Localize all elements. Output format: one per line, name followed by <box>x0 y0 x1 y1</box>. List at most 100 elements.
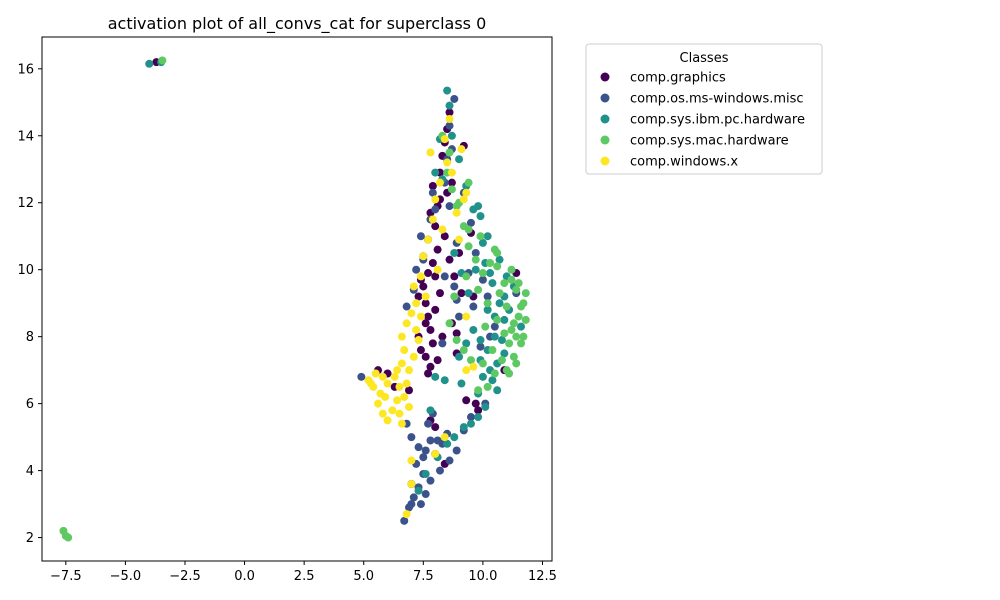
point-1-7 <box>426 436 435 445</box>
x-tick-label: 10.0 <box>468 569 497 584</box>
point-2-22 <box>474 413 483 422</box>
point-2-23 <box>466 419 475 428</box>
point-3-56 <box>478 359 487 368</box>
point-3-24 <box>464 225 473 234</box>
point-4-28 <box>416 272 425 281</box>
point-4-44 <box>462 312 471 321</box>
point-0-38 <box>471 399 480 408</box>
point-4-57 <box>447 168 456 177</box>
point-3-37 <box>466 356 475 365</box>
point-3-13 <box>493 262 502 271</box>
point-4-24 <box>400 392 409 401</box>
point-3-51 <box>464 178 473 187</box>
point-2-41 <box>450 248 459 257</box>
point-4-8 <box>395 382 404 391</box>
point-4-14 <box>400 346 409 355</box>
legend-marker <box>600 93 610 103</box>
point-4-55 <box>366 379 375 388</box>
point-4-17 <box>407 309 416 318</box>
point-4-20 <box>414 336 423 345</box>
point-3-47 <box>514 279 523 288</box>
point-0-14 <box>431 222 440 231</box>
point-2-50 <box>517 322 526 331</box>
point-3-33 <box>497 356 506 365</box>
point-3-46 <box>495 289 504 298</box>
point-3-28 <box>500 329 509 338</box>
point-1-13 <box>407 433 416 442</box>
point-2-2 <box>443 86 452 95</box>
point-1-24 <box>450 94 459 103</box>
legend-marker <box>600 72 610 82</box>
legend-label: comp.sys.ibm.pc.hardware <box>630 113 805 128</box>
point-0-33 <box>450 272 459 281</box>
point-3-15 <box>486 259 495 268</box>
point-3-58 <box>505 369 514 378</box>
point-2-12 <box>495 299 504 308</box>
point-2-9 <box>483 232 492 241</box>
point-0-34 <box>457 289 466 298</box>
chart-title: activation plot of all_convs_cat for sup… <box>108 14 487 34</box>
point-1-14 <box>357 372 366 381</box>
point-4-26 <box>397 419 406 428</box>
point-4-47 <box>407 456 416 465</box>
point-0-36 <box>447 178 456 187</box>
point-4-54 <box>381 392 390 401</box>
point-0-52 <box>452 329 461 338</box>
point-0-4 <box>426 325 435 334</box>
x-tick-label: −7.5 <box>50 569 82 584</box>
point-4-51 <box>440 433 449 442</box>
point-4-50 <box>431 449 440 458</box>
point-0-6 <box>421 352 430 361</box>
point-1-39 <box>435 466 444 475</box>
point-4-48 <box>407 479 416 488</box>
point-4-41 <box>421 292 430 301</box>
point-4-49 <box>402 510 411 519</box>
point-1-40 <box>421 490 430 499</box>
point-1-47 <box>419 453 428 462</box>
point-0-26 <box>431 305 440 314</box>
point-3-26 <box>483 299 492 308</box>
x-tick-label: 12.5 <box>528 569 557 584</box>
point-1-51 <box>445 202 454 211</box>
point-1-45 <box>412 265 421 274</box>
y-tick-label: 16 <box>17 62 34 77</box>
point-3-27 <box>493 315 502 324</box>
point-0-46 <box>424 269 433 278</box>
point-0-27 <box>421 319 430 328</box>
point-3-39 <box>452 336 461 345</box>
point-3-2 <box>61 531 70 540</box>
point-3-49 <box>445 148 454 157</box>
point-4-3 <box>374 399 383 408</box>
point-0-25 <box>435 289 444 298</box>
point-2-59 <box>483 305 492 314</box>
point-2-11 <box>488 279 497 288</box>
point-2-19 <box>478 372 487 381</box>
point-4-5 <box>383 416 392 425</box>
legend-items: comp.graphics comp.os.ms-windows.misc comp… <box>600 71 805 170</box>
point-4-36 <box>445 115 454 124</box>
point-0-49 <box>416 346 425 355</box>
x-tick-label: 5.0 <box>353 569 374 584</box>
point-3-36 <box>474 386 483 395</box>
points-layer <box>59 56 530 542</box>
point-2-25 <box>450 433 459 442</box>
point-2-52 <box>464 289 473 298</box>
legend-marker <box>600 156 610 166</box>
y-tick-label: 10 <box>17 263 34 278</box>
point-3-55 <box>521 315 530 324</box>
y-tick-label: 6 <box>26 397 34 412</box>
point-1-36 <box>424 419 433 428</box>
point-4-23 <box>402 379 411 388</box>
point-3-3 <box>158 56 167 65</box>
point-3-10 <box>512 285 521 294</box>
y-axis: 2 4 6 8 10 12 14 16 <box>17 62 42 546</box>
point-1-27 <box>466 218 475 227</box>
point-0-17 <box>428 182 437 190</box>
point-3-6 <box>517 339 526 348</box>
point-1-29 <box>478 275 487 284</box>
point-3-38 <box>459 346 468 355</box>
point-1-11 <box>452 446 461 455</box>
point-0-10 <box>414 292 423 301</box>
point-4-25 <box>395 409 404 418</box>
point-1-44 <box>438 339 447 348</box>
